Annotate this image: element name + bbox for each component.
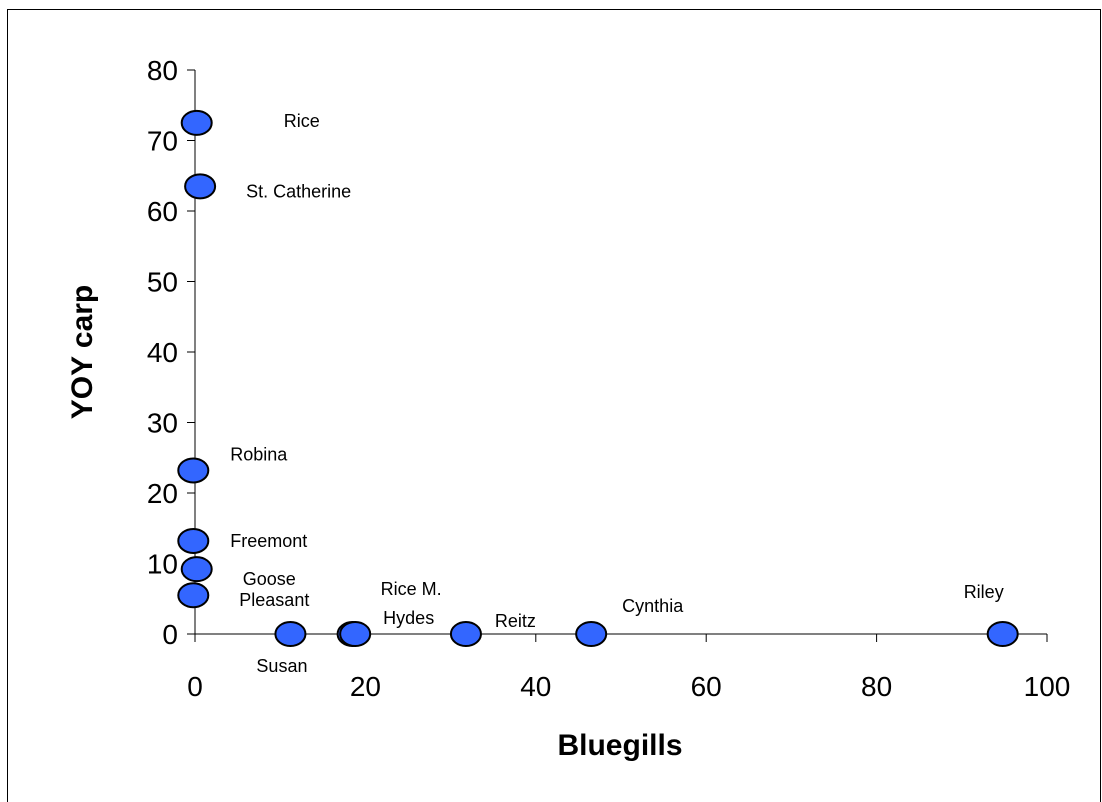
x-tick-label: 60 xyxy=(691,671,722,702)
axes xyxy=(194,70,1047,635)
point-label: Riley xyxy=(964,582,1004,602)
data-point xyxy=(184,173,217,200)
data-points xyxy=(177,109,1019,647)
chart-frame xyxy=(7,9,1101,802)
y-tick-label: 50 xyxy=(147,267,178,298)
point-label: Hydes xyxy=(383,608,434,628)
x-tick-label: 0 xyxy=(187,671,203,702)
y-tick-label: 40 xyxy=(147,337,178,368)
data-point xyxy=(449,621,482,647)
x-tick-label: 80 xyxy=(861,671,892,702)
data-point xyxy=(177,457,210,484)
point-label: Reitz xyxy=(495,611,536,631)
data-point xyxy=(274,621,307,647)
data-point xyxy=(986,621,1019,647)
y-tick-label: 70 xyxy=(147,126,178,157)
x-axis-title: Bluegills xyxy=(557,729,682,762)
point-label: Goose xyxy=(243,569,296,589)
x-tick-label: 100 xyxy=(1024,671,1071,702)
point-label: Rice M. xyxy=(381,579,442,599)
y-tick-label: 20 xyxy=(147,478,178,509)
point-label: Robina xyxy=(230,444,288,464)
x-tick-label: 40 xyxy=(520,671,551,702)
point-label: Pleasant xyxy=(239,590,309,610)
data-point xyxy=(177,582,210,609)
x-tick-label: 20 xyxy=(350,671,381,702)
y-axis-ticks: 0 10 20 30 40 50 60 70 80 xyxy=(147,55,195,650)
point-label: Cynthia xyxy=(622,596,684,616)
point-labels: Rice St. Catherine Robina Freemont GoosePlea… xyxy=(230,111,1003,676)
data-point xyxy=(339,621,372,647)
y-axis-title: YOY carp xyxy=(66,285,99,420)
y-tick-label: 0 xyxy=(162,619,178,650)
y-tick-label: 80 xyxy=(147,55,178,86)
point-label: Rice xyxy=(284,111,320,131)
point-label: Freemont xyxy=(230,531,307,551)
data-point xyxy=(180,109,213,136)
point-label: Susan xyxy=(256,656,307,676)
point-label: St. Catherine xyxy=(246,181,351,201)
y-tick-label: 10 xyxy=(147,549,178,580)
x-axis-ticks: 0 20 40 60 80 100 xyxy=(187,634,1070,702)
y-tick-label: 60 xyxy=(147,196,178,227)
data-point xyxy=(180,556,213,583)
y-tick-label: 30 xyxy=(147,408,178,439)
data-point xyxy=(177,527,210,554)
data-point xyxy=(575,621,608,647)
